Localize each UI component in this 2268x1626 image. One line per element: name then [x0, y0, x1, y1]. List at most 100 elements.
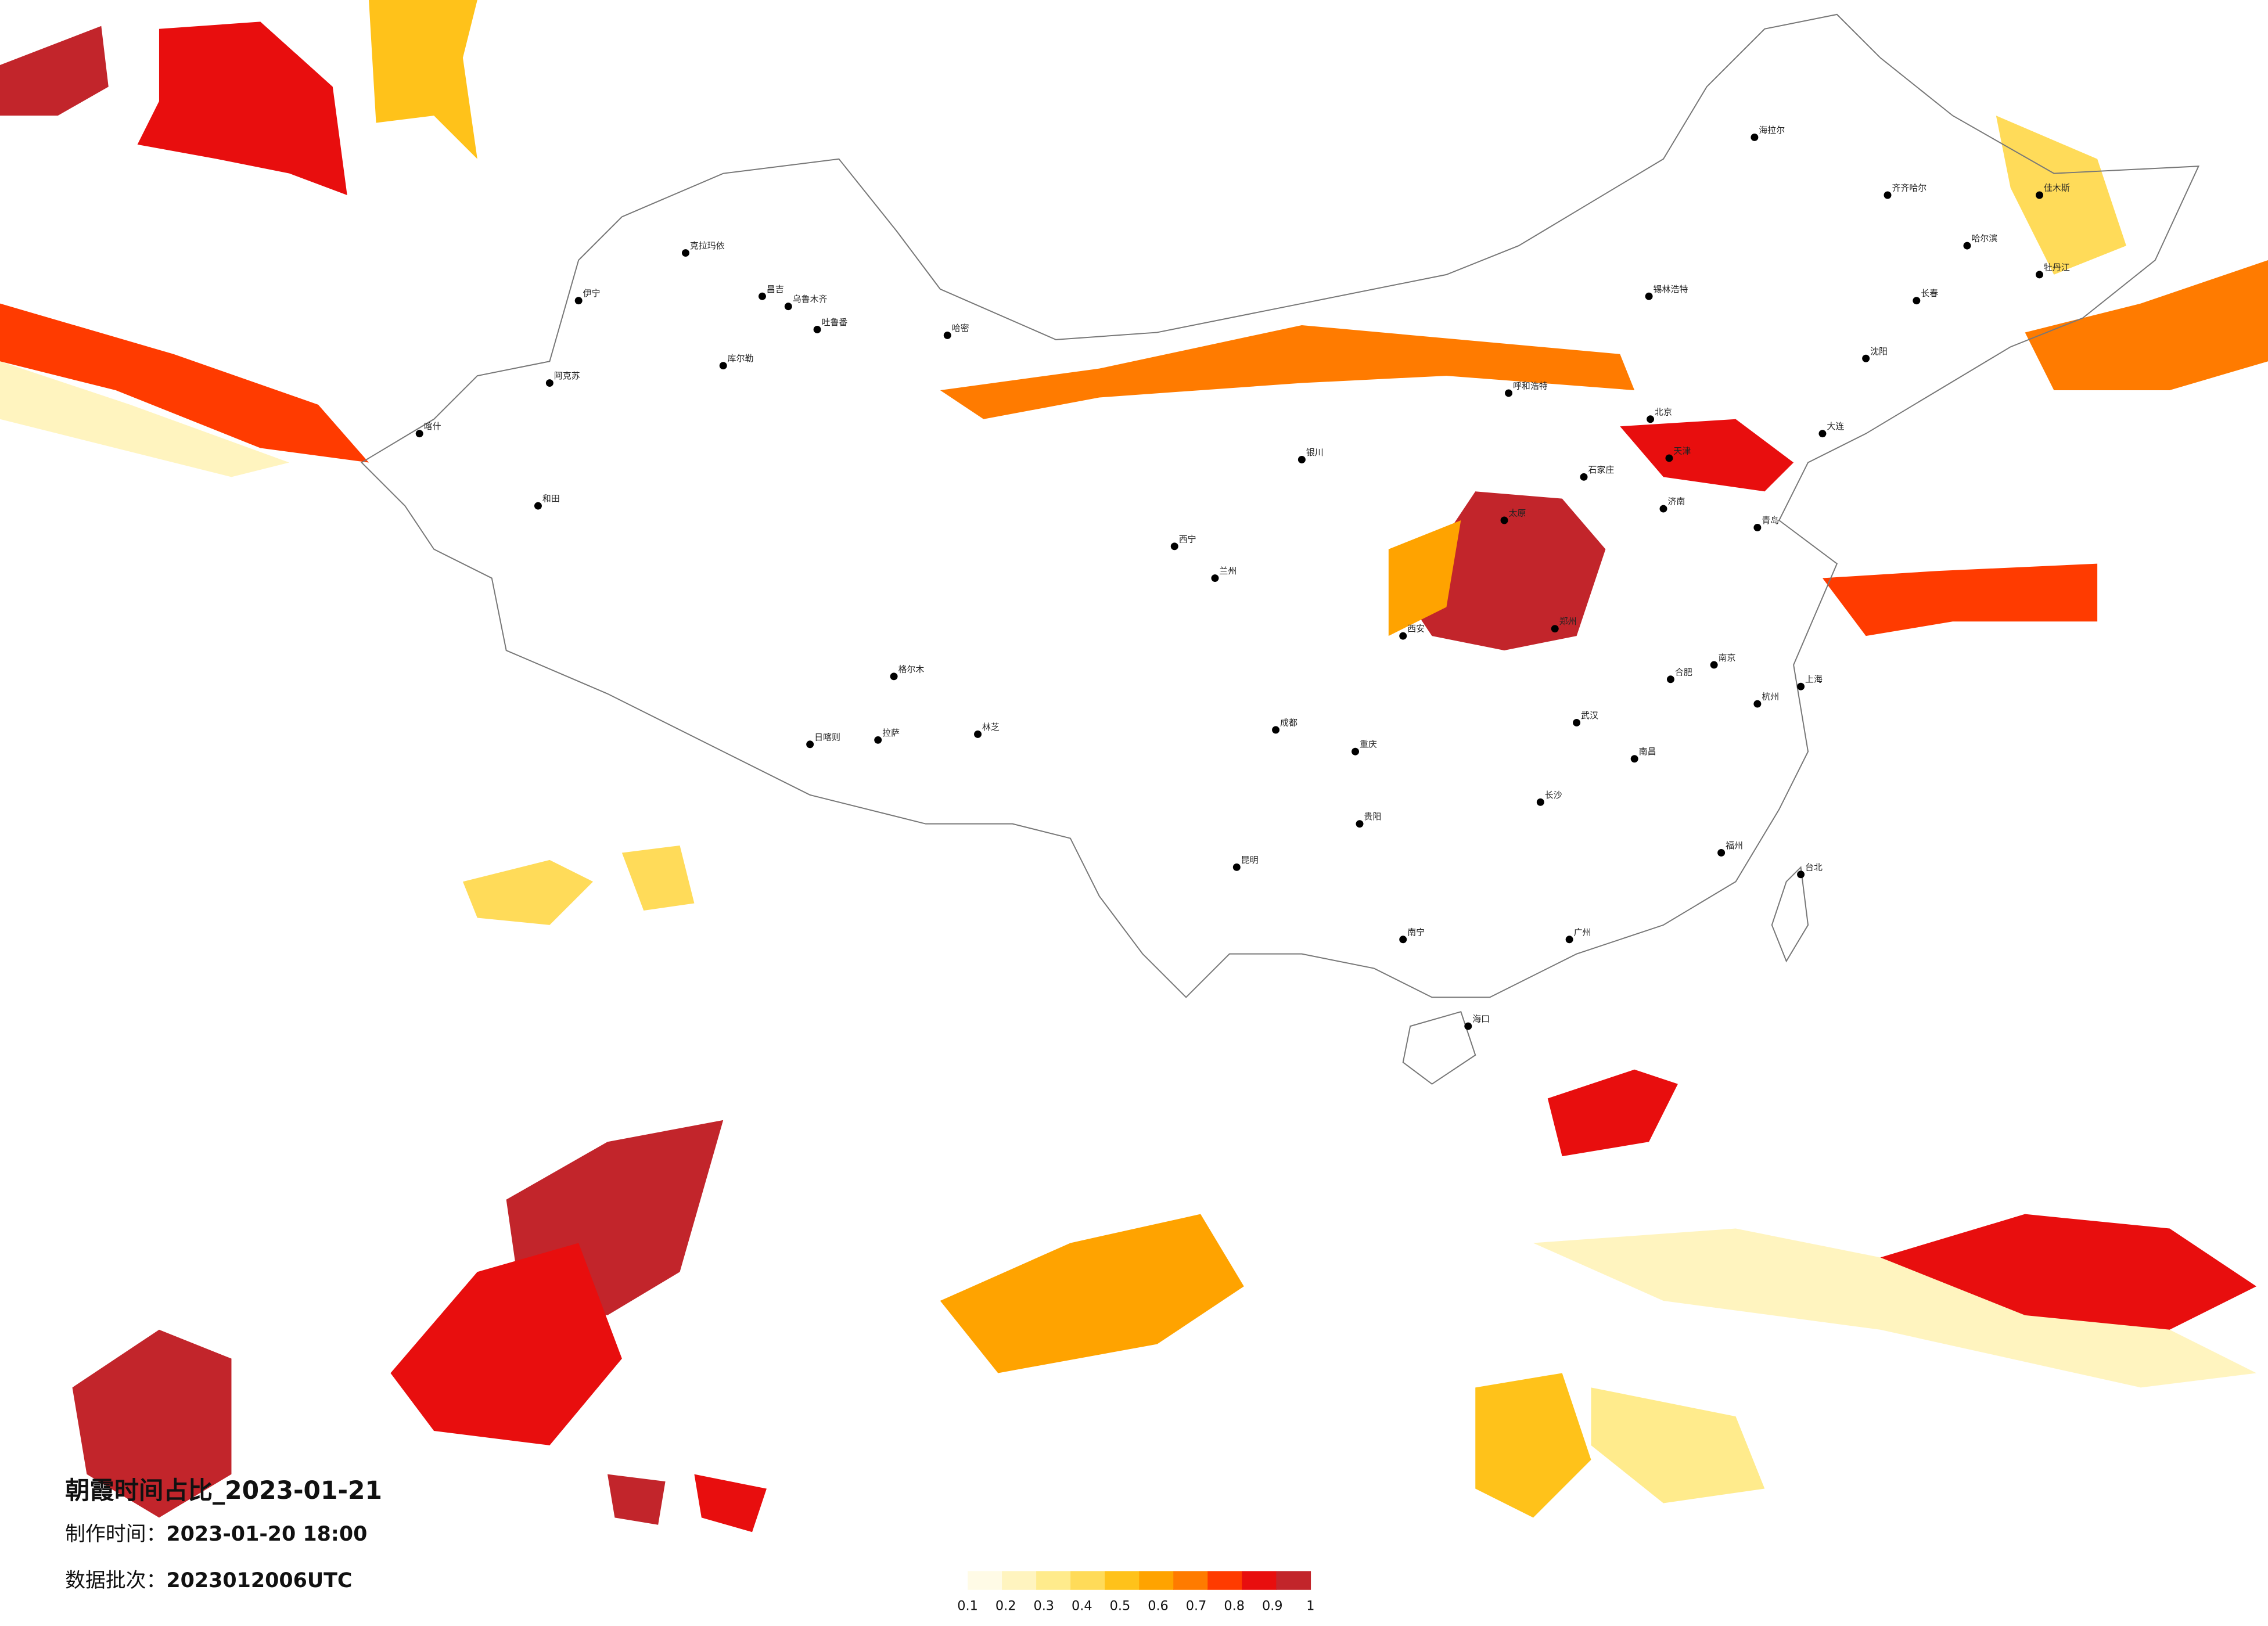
- city-dot: [1551, 625, 1559, 633]
- blob: [940, 325, 1635, 419]
- city-label: 济南: [1667, 497, 1685, 507]
- legend-swatch: [1276, 1571, 1311, 1590]
- legend-swatch: [1036, 1571, 1071, 1590]
- city-dot: [1710, 661, 1718, 669]
- city-dot: [890, 672, 898, 681]
- legend-tick-label: 0.9: [1262, 1599, 1283, 1614]
- blob: [1880, 1214, 2257, 1330]
- city-dot: [719, 362, 727, 370]
- blob: [1533, 1228, 2257, 1388]
- city-label: 太原: [1509, 508, 1526, 519]
- color-legend: 0.1 0.2 0.3 0.4 0.5 0.6 0.7 0.8 0.9 1: [957, 1571, 1314, 1614]
- city-label: 乌鲁木齐: [793, 294, 828, 304]
- sunrise-glow-field: [0, 0, 2268, 1533]
- city-dot: [758, 292, 766, 300]
- city-dot: [2036, 191, 2043, 199]
- city-dot: [1753, 700, 1762, 708]
- city-label: 南宁: [1407, 927, 1425, 937]
- city-dot: [545, 379, 553, 387]
- city-dot: [415, 430, 423, 438]
- city-dot: [1399, 936, 1407, 944]
- city-dot: [974, 730, 982, 738]
- blob: [1388, 520, 1461, 636]
- city-dot: [1751, 133, 1759, 141]
- legend-tick-label: 0.6: [1148, 1599, 1169, 1614]
- city-label: 格尔木: [898, 664, 925, 674]
- city-dot: [1645, 292, 1653, 300]
- city-label: 合肥: [1675, 667, 1692, 677]
- city-dot: [1580, 473, 1588, 481]
- city-dot: [874, 736, 882, 744]
- city-label: 西宁: [1179, 534, 1196, 544]
- legend-swatch: [1242, 1571, 1277, 1590]
- city-dot: [813, 325, 821, 333]
- city-label: 南京: [1719, 652, 1736, 663]
- city-label: 齐齐哈尔: [1892, 183, 1926, 193]
- city-label: 昆明: [1241, 855, 1259, 865]
- city-dot: [1797, 870, 1805, 879]
- city-dot: [1565, 936, 1573, 944]
- city-dot: [1913, 297, 1921, 305]
- blob: [1591, 1387, 1765, 1503]
- city-dot: [1630, 755, 1638, 763]
- city-label: 郑州: [1559, 616, 1577, 627]
- city-dot: [943, 331, 951, 339]
- city-dot: [806, 740, 814, 749]
- city-label: 昌吉: [767, 284, 784, 294]
- blob: [0, 361, 290, 477]
- legend-tick-label: 1: [1306, 1599, 1314, 1614]
- city-label: 哈密: [952, 323, 969, 333]
- city-dot: [1170, 542, 1178, 551]
- blob: [1547, 1069, 1678, 1157]
- city-dot: [1797, 682, 1805, 690]
- city-dot: [1573, 718, 1581, 726]
- city-label: 南昌: [1639, 746, 1656, 757]
- blob: [2025, 260, 2268, 390]
- city-dot: [1717, 848, 1726, 857]
- china-outline: [361, 13, 2200, 998]
- city-dot: [534, 502, 542, 510]
- city-label: 贵阳: [1364, 811, 1381, 822]
- city-label: 大连: [1827, 421, 1844, 431]
- legend-tick-label: 0.3: [1033, 1599, 1054, 1614]
- city-label: 兰州: [1219, 566, 1237, 576]
- make-time: 制作时间：2023-01-20 18:00: [65, 1523, 367, 1546]
- city-label: 和田: [542, 494, 560, 504]
- blob: [1822, 563, 2098, 636]
- legend-tick-label: 0.5: [1110, 1599, 1131, 1614]
- city-label: 北京: [1655, 406, 1672, 417]
- city-dot: [1818, 430, 1827, 438]
- blob: [0, 26, 109, 116]
- city-label: 银川: [1306, 447, 1324, 458]
- city-label: 长沙: [1545, 790, 1562, 800]
- city-dot: [1963, 242, 1971, 250]
- city-label: 青岛: [1762, 515, 1779, 526]
- city-label: 海拉尔: [1759, 125, 1785, 135]
- city-dot: [1211, 574, 1219, 582]
- city-dot: [1297, 455, 1306, 463]
- legend-swatch: [1105, 1571, 1140, 1590]
- city-dot: [1666, 675, 1674, 684]
- data-batch-label: 数据批次：: [65, 1569, 166, 1592]
- city-dot: [1665, 454, 1673, 462]
- city-label: 武汉: [1581, 710, 1598, 721]
- city-label: 海口: [1472, 1014, 1490, 1024]
- blob: [1475, 1373, 1591, 1518]
- city-dot: [1505, 389, 1512, 397]
- blob: [621, 846, 695, 911]
- city-dot: [2036, 271, 2043, 279]
- legend-swatch: [968, 1571, 1002, 1590]
- city-label: 福州: [1726, 840, 1743, 851]
- city-label: 沈阳: [1870, 346, 1888, 357]
- city-dot: [681, 249, 689, 257]
- legend-swatch: [1139, 1571, 1174, 1590]
- city-dot: [1659, 505, 1667, 513]
- city-label: 成都: [1280, 717, 1297, 728]
- blob: [390, 1243, 622, 1445]
- blob: [607, 1474, 666, 1525]
- city-label: 锡林浩特: [1654, 284, 1688, 294]
- blob: [369, 0, 477, 159]
- city-dot: [1500, 516, 1508, 524]
